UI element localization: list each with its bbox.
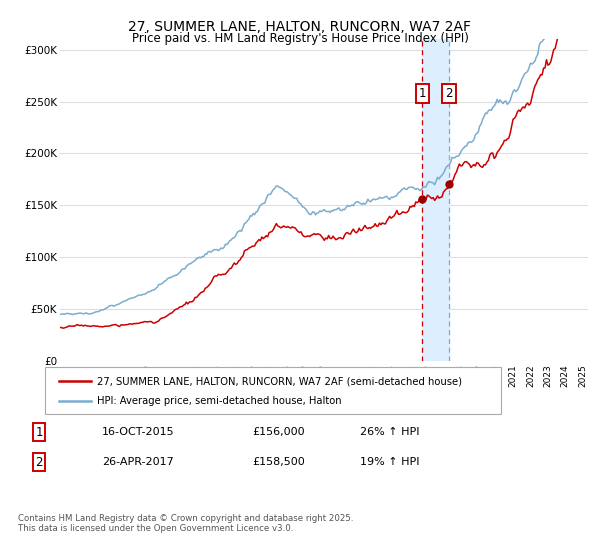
Text: 26-APR-2017: 26-APR-2017: [102, 457, 174, 467]
Text: £156,000: £156,000: [252, 427, 305, 437]
Text: 19% ↑ HPI: 19% ↑ HPI: [360, 457, 419, 467]
Text: 2: 2: [445, 87, 452, 100]
Text: 26% ↑ HPI: 26% ↑ HPI: [360, 427, 419, 437]
Text: £158,500: £158,500: [252, 457, 305, 467]
Text: 16-OCT-2015: 16-OCT-2015: [102, 427, 175, 437]
Text: 27, SUMMER LANE, HALTON, RUNCORN, WA7 2AF: 27, SUMMER LANE, HALTON, RUNCORN, WA7 2A…: [128, 20, 472, 34]
Text: Contains HM Land Registry data © Crown copyright and database right 2025.
This d: Contains HM Land Registry data © Crown c…: [18, 514, 353, 533]
Text: 1: 1: [419, 87, 426, 100]
Text: 27, SUMMER LANE, HALTON, RUNCORN, WA7 2AF (semi-detached house): 27, SUMMER LANE, HALTON, RUNCORN, WA7 2A…: [97, 376, 462, 386]
Text: HPI: Average price, semi-detached house, Halton: HPI: Average price, semi-detached house,…: [97, 396, 342, 406]
Text: Price paid vs. HM Land Registry's House Price Index (HPI): Price paid vs. HM Land Registry's House …: [131, 32, 469, 45]
Bar: [422, 39, 449, 361]
Text: 2: 2: [35, 455, 43, 469]
Text: 1: 1: [35, 426, 43, 439]
